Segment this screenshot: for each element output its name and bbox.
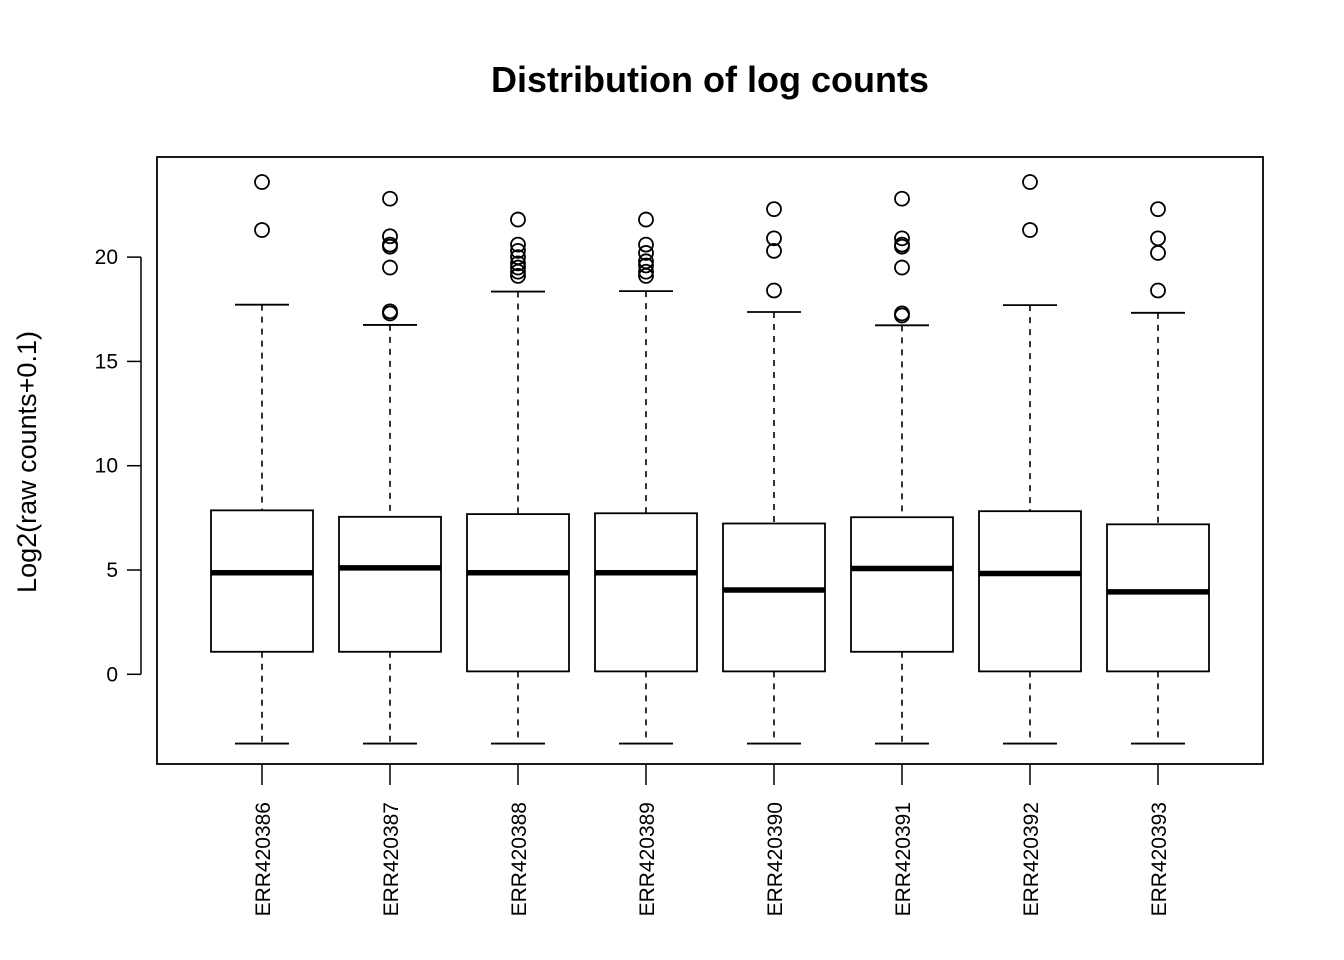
outlier-point bbox=[510, 259, 526, 276]
box-ERR420386 bbox=[210, 174, 314, 745]
outlier-point bbox=[510, 211, 526, 228]
box-ERR420389 bbox=[594, 211, 698, 745]
outlier-point bbox=[510, 242, 526, 259]
box-ERR420392 bbox=[978, 174, 1082, 745]
x-tick-label: ERR420390 bbox=[764, 802, 787, 916]
outlier-point bbox=[766, 230, 782, 247]
outlier-point bbox=[1150, 245, 1166, 261]
outlier-point bbox=[638, 257, 654, 274]
iqr-box bbox=[1106, 523, 1210, 673]
x-tick-label: ERR420386 bbox=[252, 802, 275, 916]
iqr-box bbox=[210, 509, 314, 653]
y-tick-label: 15 bbox=[95, 350, 118, 373]
outlier-point bbox=[766, 242, 782, 259]
box-ERR420391 bbox=[850, 190, 954, 745]
outlier-point bbox=[510, 236, 526, 253]
x-tick-label: ERR420393 bbox=[1148, 802, 1171, 916]
outlier-point bbox=[766, 201, 782, 218]
iqr-box bbox=[338, 515, 442, 653]
outlier-point bbox=[382, 303, 398, 320]
iqr-box bbox=[722, 522, 826, 673]
outlier-point bbox=[510, 255, 526, 272]
y-tick-label: 20 bbox=[95, 246, 118, 269]
plot-frame bbox=[156, 156, 1264, 765]
outlier-point bbox=[510, 249, 526, 266]
outlier-point bbox=[254, 222, 270, 238]
outlier-point bbox=[382, 236, 398, 253]
outlier-point bbox=[638, 263, 654, 280]
outlier-point bbox=[638, 245, 654, 261]
boxes-layer bbox=[210, 174, 1210, 745]
y-axis-label: Log2(raw counts+0.1) bbox=[12, 331, 42, 593]
outlier-point bbox=[382, 190, 398, 207]
outlier-point bbox=[638, 211, 654, 228]
outlier-point bbox=[894, 230, 910, 247]
outlier-point bbox=[254, 174, 270, 190]
y-tick-label: 10 bbox=[95, 455, 118, 478]
iqr-box bbox=[466, 513, 570, 673]
outlier-point bbox=[894, 236, 910, 253]
outlier-point bbox=[638, 236, 654, 253]
outlier-point bbox=[1150, 282, 1166, 299]
chart-title: Distribution of log counts bbox=[491, 59, 929, 100]
iqr-box bbox=[850, 516, 954, 653]
x-tick-label: ERR420391 bbox=[892, 802, 915, 916]
y-axis: 0 5 10 15 20 bbox=[95, 246, 142, 686]
box-ERR420387 bbox=[338, 190, 442, 745]
box-ERR420393 bbox=[1106, 201, 1210, 745]
outlier-point bbox=[510, 267, 526, 284]
outlier-point bbox=[894, 305, 910, 322]
outlier-point bbox=[894, 190, 910, 207]
y-tick-label: 0 bbox=[106, 663, 118, 686]
outlier-point bbox=[1022, 222, 1038, 238]
outlier-point bbox=[1150, 201, 1166, 218]
outlier-point bbox=[1150, 230, 1166, 247]
outlier-point bbox=[382, 228, 398, 245]
x-tick-label: ERR420388 bbox=[508, 802, 531, 916]
outlier-point bbox=[1022, 174, 1038, 190]
box-ERR420388 bbox=[466, 211, 570, 745]
outlier-point bbox=[382, 259, 398, 276]
iqr-box bbox=[594, 512, 698, 673]
outlier-point bbox=[766, 282, 782, 299]
box-ERR420390 bbox=[722, 201, 826, 745]
outlier-point bbox=[638, 253, 654, 270]
y-tick-label: 5 bbox=[106, 559, 118, 582]
x-tick-label: ERR420387 bbox=[380, 802, 403, 916]
iqr-box bbox=[978, 510, 1082, 673]
x-tick-label: ERR420389 bbox=[636, 802, 659, 916]
x-axis: ERR420386 ERR420387 ERR420388 ERR420389 ERR4… bbox=[252, 764, 1171, 916]
x-tick-label: ERR420392 bbox=[1020, 802, 1043, 916]
outlier-point bbox=[894, 259, 910, 276]
